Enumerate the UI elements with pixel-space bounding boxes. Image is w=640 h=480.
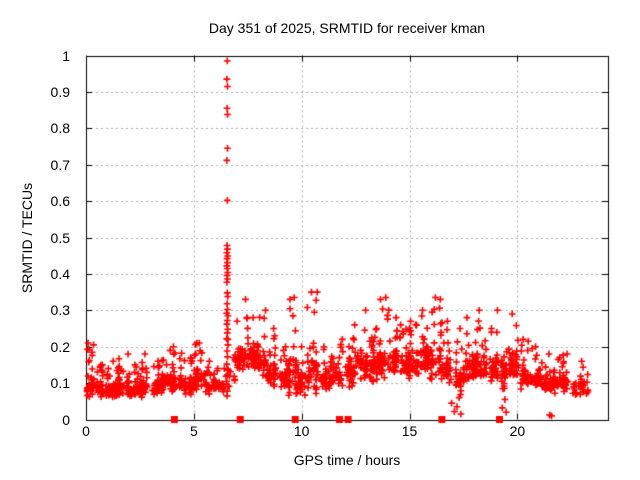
x-tick-label: 5: [189, 423, 198, 439]
y-tick-label: 0.9: [50, 83, 70, 100]
y-tick-label: 0.5: [50, 229, 70, 246]
y-tick-label: 0.6: [50, 193, 70, 210]
chart-title: Day 351 of 2025, SRMTID for receiver kma…: [208, 20, 486, 36]
y-tick-label: 0.1: [50, 375, 70, 392]
y-tick-label: 0.8: [50, 120, 70, 137]
x-tick-label: 20: [509, 423, 526, 439]
y-tick-label: 0.4: [50, 265, 70, 282]
x-axis-label: GPS time / hours: [293, 452, 401, 468]
y-tick-label: 0.2: [50, 338, 70, 355]
x-tick-label: 15: [401, 423, 418, 439]
x-tick-label: 10: [293, 423, 310, 439]
y-tick-label: 0.3: [50, 302, 70, 319]
y-tick-label: 1: [62, 47, 70, 64]
y-tick-label: 0: [62, 411, 70, 428]
y-tick-label: 0.7: [50, 156, 70, 173]
x-tick-label: 0: [82, 423, 90, 439]
